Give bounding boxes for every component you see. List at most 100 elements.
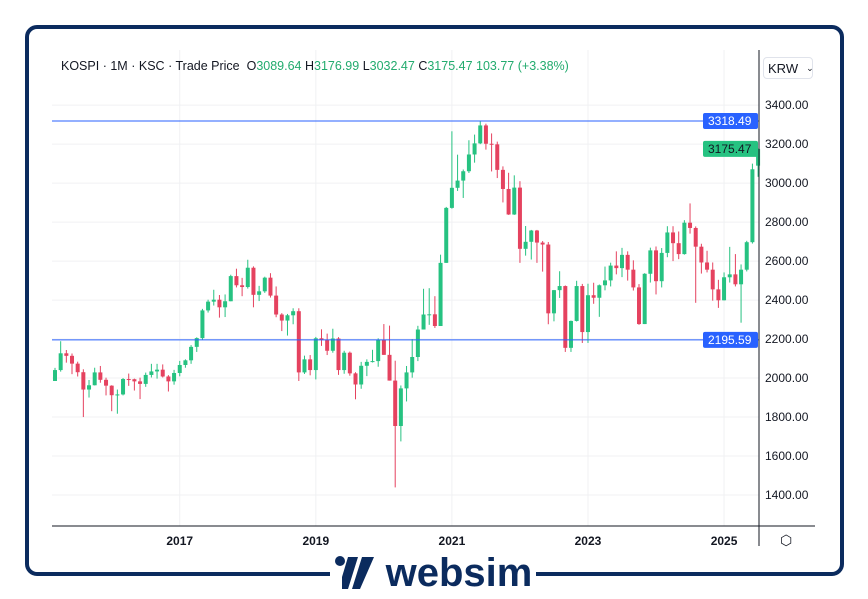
candle-body bbox=[308, 359, 313, 371]
x-tick-label: 2023 bbox=[575, 534, 602, 548]
candle-body bbox=[574, 286, 579, 321]
candle-body bbox=[251, 267, 256, 295]
candle-body bbox=[722, 277, 727, 301]
candle-body bbox=[540, 242, 545, 245]
candle-body bbox=[676, 243, 681, 255]
candle-body bbox=[410, 357, 415, 373]
candle-body bbox=[466, 154, 471, 172]
candle-body bbox=[115, 394, 120, 396]
candle-body bbox=[432, 314, 437, 327]
candle-body bbox=[427, 314, 432, 316]
close-value: 3175.47 bbox=[427, 59, 473, 73]
candle-body bbox=[279, 314, 284, 321]
y-tick-label: 3400.00 bbox=[765, 98, 809, 112]
candle-body bbox=[342, 352, 347, 371]
separator: · bbox=[131, 59, 136, 73]
candle-body bbox=[393, 380, 398, 427]
candle-body bbox=[699, 246, 704, 263]
candle-body bbox=[483, 125, 488, 144]
candle-body bbox=[387, 354, 392, 381]
candle-body bbox=[217, 299, 222, 308]
candle-body bbox=[296, 311, 301, 373]
candle-body bbox=[376, 339, 381, 362]
candle-body bbox=[449, 187, 454, 208]
x-tick-label: 2025 bbox=[711, 534, 738, 548]
candle-body bbox=[705, 262, 710, 270]
candle-body bbox=[648, 250, 653, 274]
candle-body bbox=[64, 353, 69, 356]
candle-body bbox=[381, 339, 386, 355]
open-label: O bbox=[246, 59, 257, 73]
candle-body bbox=[591, 295, 596, 298]
candle-body bbox=[756, 148, 761, 166]
price-line-label-bg bbox=[703, 331, 758, 348]
candle-body bbox=[500, 169, 505, 189]
currency-value: KRW bbox=[768, 60, 799, 76]
candle-body bbox=[160, 369, 165, 377]
candle-body bbox=[489, 143, 494, 145]
candle-body bbox=[330, 338, 335, 351]
candle-body bbox=[92, 372, 97, 386]
candle-body bbox=[104, 379, 109, 386]
candle-body bbox=[291, 311, 296, 316]
candle-body bbox=[585, 295, 590, 333]
candle-body bbox=[206, 301, 211, 311]
candle-body bbox=[739, 269, 744, 285]
open-value: 3089.64 bbox=[256, 59, 302, 73]
candle-body bbox=[155, 369, 160, 372]
candle-body bbox=[568, 320, 573, 348]
candle-body bbox=[257, 291, 262, 295]
candle-body bbox=[637, 287, 642, 325]
y-tick-label: 3000.00 bbox=[765, 176, 809, 190]
candle-body bbox=[438, 262, 443, 327]
candle-body bbox=[557, 286, 562, 291]
y-tick-label: 2400.00 bbox=[765, 293, 809, 307]
close-label: C bbox=[418, 59, 428, 73]
candle-body bbox=[602, 280, 607, 286]
symbol[interactable]: KOSPI bbox=[61, 59, 100, 73]
candle-body bbox=[274, 295, 279, 315]
candle-body bbox=[654, 250, 659, 282]
last-price-label: 3175.47 bbox=[708, 142, 752, 156]
candle-body bbox=[716, 289, 721, 301]
candle-body bbox=[614, 265, 619, 269]
candle-body bbox=[744, 242, 749, 270]
candle-body bbox=[138, 381, 143, 384]
candle-body bbox=[177, 364, 182, 373]
candle-body bbox=[461, 171, 466, 181]
price-line-label: 3318.49 bbox=[708, 114, 752, 128]
candle-body bbox=[121, 379, 126, 395]
candle-body bbox=[551, 290, 556, 314]
candle-body bbox=[534, 230, 539, 243]
currency-select[interactable]: KRW ⌄ bbox=[763, 57, 814, 79]
candle-body bbox=[693, 227, 698, 247]
candle-body bbox=[302, 359, 307, 373]
candle-body bbox=[415, 329, 420, 358]
candle-body bbox=[132, 379, 137, 382]
candle-body bbox=[172, 372, 177, 382]
high-value: 3176.99 bbox=[314, 59, 360, 73]
interval[interactable]: 1M bbox=[110, 59, 128, 73]
candle-body bbox=[285, 315, 290, 321]
candle-body bbox=[404, 372, 409, 389]
y-tick-label: 3200.00 bbox=[765, 137, 809, 151]
candle-body bbox=[347, 352, 352, 374]
y-tick-label: 1800.00 bbox=[765, 410, 809, 424]
candle-body bbox=[671, 232, 676, 244]
candle-body bbox=[370, 361, 375, 363]
x-tick-label: 2021 bbox=[439, 534, 466, 548]
candle-body bbox=[625, 254, 630, 270]
candle-body bbox=[319, 338, 324, 341]
hexagon-settings-icon[interactable]: ⬡ bbox=[780, 532, 793, 548]
candle-body bbox=[659, 252, 664, 282]
candle-body bbox=[495, 144, 500, 170]
candle-body bbox=[421, 314, 426, 330]
price-line-label-bg bbox=[703, 113, 758, 130]
candle-body bbox=[364, 361, 369, 366]
last-price-label-bg bbox=[703, 140, 758, 157]
high-label: H bbox=[305, 59, 315, 73]
candle-body bbox=[268, 277, 273, 296]
candle-body bbox=[81, 372, 86, 390]
exchange: KSC bbox=[138, 59, 165, 73]
